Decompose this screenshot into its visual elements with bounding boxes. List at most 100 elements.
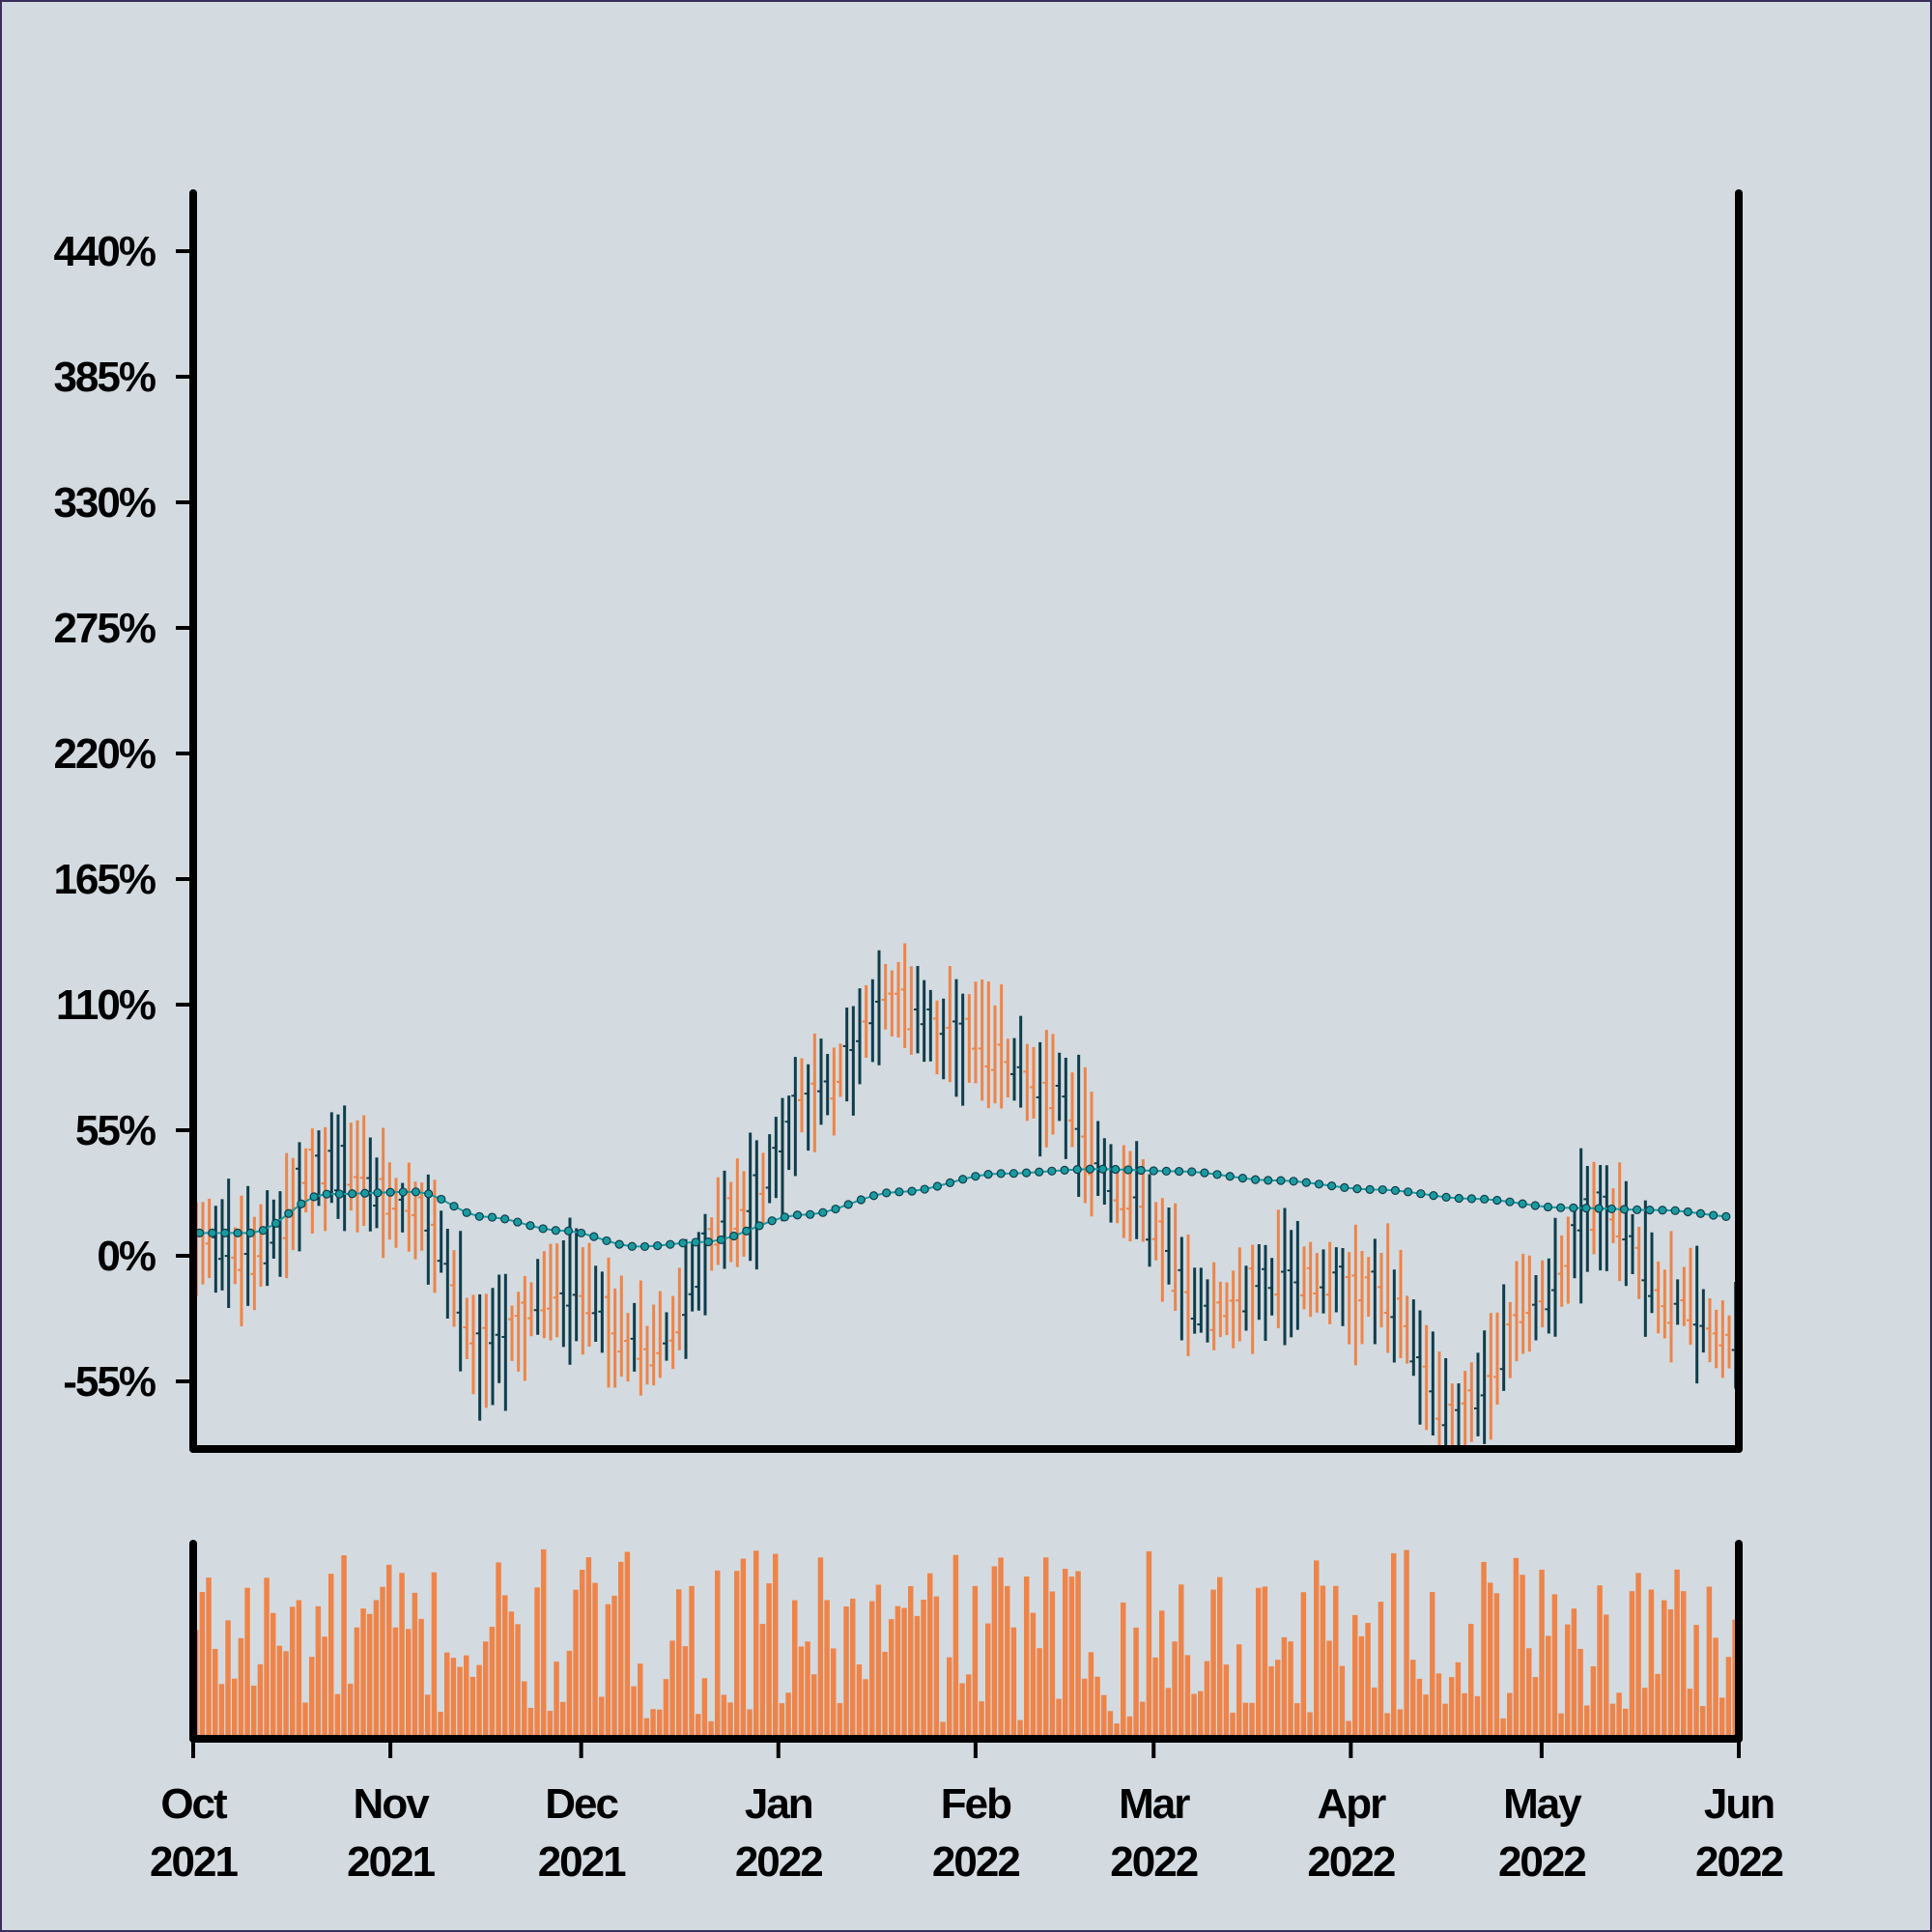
volume-bar [676, 1589, 682, 1739]
volume-bar [940, 1721, 946, 1739]
volume-bar [257, 1663, 264, 1739]
volume-bar [1481, 1561, 1487, 1739]
moving-average-point [1301, 1178, 1311, 1187]
volume-bar [721, 1694, 727, 1739]
volume-bar [1075, 1571, 1081, 1739]
volume-bar [701, 1678, 708, 1739]
volume-bar [696, 1714, 701, 1739]
moving-average-point [208, 1228, 217, 1237]
volume-bar [1391, 1552, 1397, 1739]
moving-average-point [1645, 1206, 1655, 1215]
volume-bar [740, 1558, 747, 1739]
x-tick-label-month: Nov [354, 1780, 431, 1828]
volume-bar [1539, 1569, 1545, 1739]
volume-bar [1152, 1657, 1158, 1739]
moving-average-point [868, 1191, 879, 1201]
volume-bar [1584, 1705, 1590, 1739]
moving-average-point [856, 1195, 866, 1205]
moving-average-point [1658, 1206, 1667, 1215]
volume-bar [431, 1572, 438, 1739]
y-tick-label: 220% [53, 730, 155, 778]
y-tick-label: 385% [53, 354, 155, 401]
volume-bar [464, 1655, 469, 1739]
volume-bar [669, 1640, 675, 1739]
volume-bar [380, 1586, 385, 1739]
volume-bar [805, 1641, 810, 1739]
volume-bar [1017, 1719, 1023, 1739]
volume-bar [309, 1657, 315, 1739]
volume-bar [573, 1589, 579, 1739]
x-tick-label-month: Feb [941, 1780, 1011, 1828]
volume-bar [1172, 1641, 1178, 1739]
volume-bar [998, 1557, 1004, 1739]
volume-bar [1230, 1712, 1236, 1739]
price-panel-frame [189, 189, 1743, 1453]
moving-average-point [1721, 1211, 1731, 1221]
y-tick-label: 110% [56, 981, 156, 1029]
volume-bar [1133, 1627, 1139, 1739]
moving-average-point [360, 1188, 370, 1198]
volume-bar [1268, 1665, 1274, 1739]
moving-average-point [1340, 1182, 1350, 1192]
volume-bar [1442, 1703, 1448, 1739]
volume-bar [914, 1615, 921, 1739]
moving-average-point [716, 1235, 726, 1245]
moving-average-point [513, 1217, 523, 1227]
price-panel: -55% 0% 55% 110% 165% 220% 275% 330% 385% 440% [53, 189, 1743, 1453]
volume-bar [296, 1600, 302, 1739]
moving-average-point [1200, 1168, 1209, 1178]
moving-average-point [678, 1238, 688, 1248]
volume-bar [1010, 1627, 1017, 1739]
volume-bar [708, 1720, 714, 1739]
volume-panel-frame [189, 1540, 1743, 1743]
volume-bar [444, 1652, 450, 1739]
volume-bar [747, 1709, 753, 1739]
moving-average-point [1695, 1208, 1706, 1218]
volume-bar [811, 1674, 817, 1739]
volume-bar [367, 1613, 373, 1739]
volume-bar [1217, 1577, 1223, 1739]
moving-average-point [1492, 1195, 1502, 1206]
moving-average-point [348, 1189, 357, 1199]
volume-bar [1094, 1676, 1100, 1739]
moving-average-point [627, 1241, 637, 1251]
x-tick-label-year: 2022 [735, 1838, 822, 1886]
moving-average-point [1352, 1184, 1362, 1194]
moving-average-point [1569, 1203, 1578, 1212]
x-tick-label-year: 2022 [932, 1838, 1019, 1886]
volume-bar [959, 1683, 965, 1739]
moving-average-point [920, 1184, 929, 1194]
volume-bar [1693, 1625, 1699, 1739]
volume-bar [218, 1684, 225, 1739]
moving-average-point [474, 1211, 484, 1221]
volume-bar [1191, 1693, 1197, 1739]
volume-bar [283, 1651, 289, 1739]
moving-average-point [1149, 1166, 1158, 1176]
volume-bar [792, 1600, 798, 1739]
moving-average-point [1594, 1204, 1604, 1213]
volume-bar [1546, 1635, 1551, 1739]
moving-average-point [1543, 1202, 1553, 1212]
moving-average-point [270, 1218, 281, 1228]
volume-bar [244, 1587, 250, 1739]
volume-bar [1674, 1569, 1680, 1739]
volume-bar [1604, 1614, 1609, 1739]
moving-average-point [1097, 1164, 1108, 1174]
volume-bar [1681, 1591, 1687, 1739]
volume-bar [682, 1646, 689, 1739]
volume-bar [554, 1662, 559, 1739]
volume-bar [1513, 1557, 1520, 1739]
y-tick-label: 55% [75, 1107, 156, 1154]
volume-bar [1719, 1697, 1725, 1739]
moving-average-point [500, 1214, 510, 1224]
volume-bar [1474, 1695, 1481, 1739]
moving-average-point [563, 1226, 574, 1236]
volume-bar [991, 1566, 998, 1739]
moving-average-point [1111, 1164, 1121, 1175]
volume-bar [1126, 1716, 1133, 1739]
moving-average-point [487, 1212, 497, 1222]
volume-bar [1101, 1694, 1107, 1739]
volume-bar [1687, 1689, 1693, 1739]
x-tick-label-year: 2022 [1498, 1838, 1585, 1886]
moving-average-point [767, 1216, 777, 1226]
